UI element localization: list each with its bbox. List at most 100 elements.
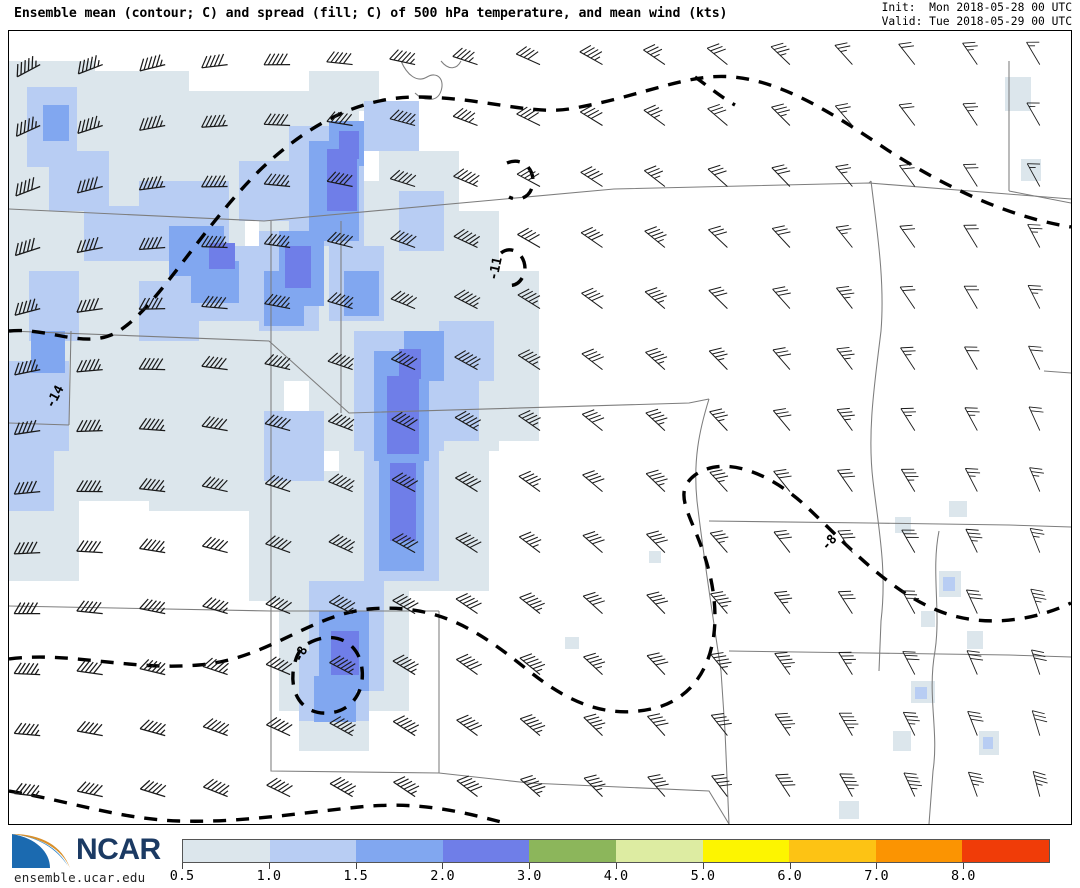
wind-barb bbox=[392, 654, 419, 676]
wind-barb bbox=[520, 774, 546, 798]
wind-barb bbox=[76, 358, 103, 373]
wind-barb bbox=[263, 233, 291, 249]
wind-barb bbox=[390, 230, 417, 249]
wind-barb bbox=[963, 285, 980, 309]
wind-barb bbox=[899, 163, 916, 187]
wind-barb bbox=[710, 591, 732, 614]
wind-barb bbox=[392, 533, 419, 554]
wind-barb bbox=[76, 237, 103, 254]
wind-barb bbox=[837, 529, 856, 553]
wind-barb bbox=[201, 536, 229, 554]
ncar-url: ensemble.ucar.edu bbox=[14, 870, 146, 885]
colorbar-tick-label-7: 6.0 bbox=[777, 868, 802, 884]
wind-barb bbox=[392, 593, 419, 615]
wind-barb bbox=[389, 169, 417, 188]
colorbar-segment-9 bbox=[962, 840, 1049, 862]
wind-barb bbox=[967, 711, 984, 736]
wind-barb bbox=[898, 42, 916, 65]
wind-barb bbox=[76, 540, 103, 554]
wind-barb bbox=[391, 411, 418, 432]
colorbar-tick-7 bbox=[789, 863, 791, 869]
wind-barb bbox=[519, 653, 546, 676]
wind-barb bbox=[582, 470, 605, 492]
wind-barb bbox=[517, 227, 541, 248]
spread-fill-layer bbox=[9, 61, 1041, 819]
wind-barb bbox=[518, 470, 542, 493]
wind-barb bbox=[13, 480, 41, 495]
colorbar[interactable] bbox=[182, 839, 1050, 863]
wind-barb bbox=[707, 164, 728, 187]
wind-barb bbox=[138, 297, 166, 310]
wind-barb bbox=[456, 775, 483, 798]
wind-barb bbox=[16, 56, 41, 78]
wind-barb bbox=[263, 173, 291, 188]
wind-barb bbox=[771, 103, 791, 126]
timestamp-block: Init: Mon 2018-05-28 00 UTC Valid: Tue 2… bbox=[882, 1, 1072, 29]
wind-barb bbox=[390, 290, 418, 310]
map-panel[interactable]: -14 -11 -8 -8 bbox=[8, 30, 1072, 825]
wind-barb bbox=[518, 531, 542, 554]
colorbar-ticks bbox=[182, 863, 1050, 871]
init-time: Init: Mon 2018-05-28 00 UTC bbox=[881, 1, 1072, 14]
wind-barb bbox=[328, 473, 355, 493]
colorbar-tick-label-6: 5.0 bbox=[690, 868, 715, 884]
wind-barb bbox=[1027, 284, 1043, 309]
wind-barb bbox=[901, 529, 919, 553]
wind-barb bbox=[138, 357, 166, 371]
wind-barb bbox=[902, 711, 920, 736]
wind-barb bbox=[519, 714, 546, 737]
wind-barb bbox=[580, 105, 603, 126]
wind-barb bbox=[13, 782, 41, 798]
ncar-swoosh-icon bbox=[12, 834, 70, 868]
wind-barb bbox=[962, 41, 978, 65]
wind-barb bbox=[327, 292, 354, 310]
wind-barb bbox=[963, 224, 979, 248]
wind-barb bbox=[834, 103, 853, 126]
wind-barb bbox=[583, 713, 606, 736]
colorbar-tick-label-0: 0.5 bbox=[169, 868, 195, 884]
colorbar-segment-4 bbox=[529, 840, 616, 862]
wind-barb bbox=[836, 346, 855, 370]
ncar-logo[interactable]: NCAR ensemble.ucar.edu bbox=[6, 832, 171, 885]
wind-barb bbox=[774, 651, 795, 675]
wind-barb bbox=[139, 114, 166, 131]
wind-barb bbox=[644, 165, 666, 187]
wind-barb bbox=[838, 712, 859, 736]
wind-barb bbox=[454, 289, 481, 310]
wind-barb bbox=[900, 346, 916, 370]
wind-barb bbox=[14, 298, 41, 316]
colorbar-tick-label-8: 7.0 bbox=[864, 868, 889, 884]
wind-barb bbox=[454, 410, 481, 432]
wind-barb bbox=[773, 590, 793, 614]
wind-barb bbox=[964, 346, 980, 370]
colorbar-tick-label-1: 1.0 bbox=[256, 868, 281, 884]
wind-barb bbox=[517, 288, 541, 310]
colorbar-tick-0 bbox=[182, 863, 183, 869]
map-canvas: -14 -11 -8 -8 bbox=[9, 41, 1071, 824]
wind-barb bbox=[265, 535, 292, 554]
wind-barb bbox=[646, 530, 668, 553]
colorbar-tick-label-2: 1.5 bbox=[343, 868, 368, 884]
colorbar-labels: 0.5 1.0 1.5 2.0 3.0 4.0 5.0 6.0 7.0 8.0 bbox=[0, 868, 1080, 888]
colorbar-segment-2 bbox=[356, 840, 443, 862]
wind-barb bbox=[266, 717, 293, 737]
wind-barb bbox=[14, 359, 41, 376]
wind-barb bbox=[77, 115, 103, 134]
wind-barb bbox=[836, 285, 855, 309]
wind-barb bbox=[326, 231, 354, 249]
wind-barb bbox=[77, 55, 103, 75]
wind-barb-layer bbox=[13, 41, 1048, 798]
wind-barb bbox=[327, 412, 355, 432]
wind-barb bbox=[835, 164, 853, 187]
wind-barb bbox=[454, 350, 481, 371]
wind-barb bbox=[455, 471, 482, 493]
wind-barb bbox=[582, 530, 605, 553]
wind-barb bbox=[328, 594, 356, 615]
wind-barb bbox=[773, 469, 792, 492]
wind-barb bbox=[962, 102, 979, 126]
wind-barb bbox=[771, 164, 791, 187]
wind-barb bbox=[13, 662, 41, 676]
wind-barb bbox=[202, 657, 229, 676]
wind-barb bbox=[962, 163, 979, 187]
